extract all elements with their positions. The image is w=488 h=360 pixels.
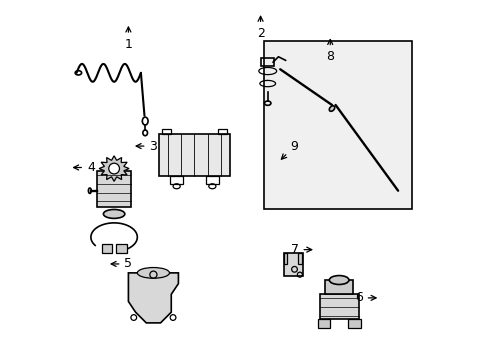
Bar [298,253,301,264]
Ellipse shape [137,267,169,278]
Bar [264,41,411,208]
Text: 3: 3 [136,140,157,153]
Circle shape [170,315,176,320]
Bar [324,280,353,294]
Bar [317,319,329,328]
Bar [261,58,274,66]
Bar [97,171,131,207]
Bar [205,176,218,184]
Text: 2: 2 [256,16,264,40]
Text: 4: 4 [74,161,95,174]
Bar [319,294,358,319]
Bar [159,134,230,176]
Bar [116,244,126,253]
Polygon shape [99,156,129,181]
Circle shape [108,163,119,174]
Text: 1: 1 [124,27,132,51]
Bar [102,244,112,253]
Bar [217,129,226,134]
Bar [283,253,287,264]
Text: 6: 6 [354,291,375,305]
Text: 8: 8 [325,40,334,63]
Bar [170,176,183,184]
Bar [283,253,303,276]
Ellipse shape [328,275,348,284]
Ellipse shape [103,210,124,219]
Text: 7: 7 [290,243,311,256]
Text: 9: 9 [281,140,298,159]
Circle shape [131,315,136,320]
Text: 5: 5 [111,257,132,270]
Bar [162,129,171,134]
Ellipse shape [328,106,334,111]
Polygon shape [128,273,178,323]
Bar [347,319,360,328]
